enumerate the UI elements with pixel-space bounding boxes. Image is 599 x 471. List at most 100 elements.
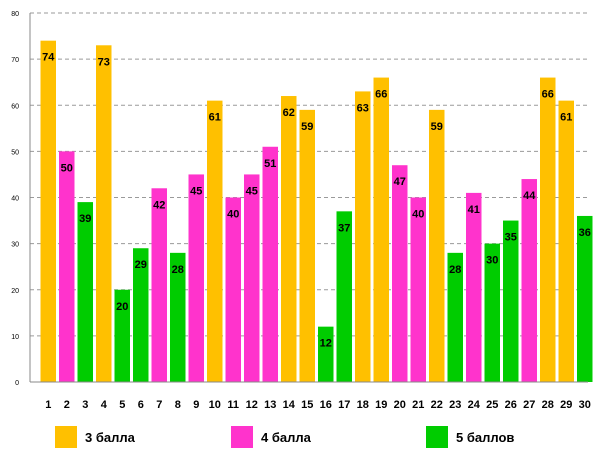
bar [558, 100, 574, 382]
bar [40, 40, 56, 383]
y-tick-label: 20 [11, 288, 19, 295]
bar [447, 252, 463, 382]
x-tick-label: 6 [138, 399, 144, 411]
legend-item-4-balla: 4 балла [231, 425, 311, 449]
bar [244, 174, 260, 382]
bar [188, 174, 204, 382]
data-label: 28 [449, 264, 461, 276]
y-tick-label: 30 [11, 242, 19, 249]
x-tick-label: 18 [357, 399, 369, 411]
data-label: 36 [579, 227, 591, 239]
legend-item-3-balla: 3 балла [55, 425, 135, 449]
data-label: 61 [209, 112, 221, 124]
x-axis-tick-labels: 1 2 3 4 5 6 7 8 9 10 11 12 13 14 15 16 17 18 19 20 21 22 23 24 2… [45, 399, 591, 411]
data-label: 20 [116, 301, 128, 313]
x-tick-label: 27 [523, 399, 535, 411]
x-tick-label: 9 [193, 399, 199, 411]
x-tick-label: 23 [449, 399, 461, 411]
bar [577, 215, 593, 382]
data-label: 42 [153, 199, 165, 211]
bar [207, 100, 223, 382]
data-label: 45 [190, 185, 202, 197]
bar [133, 248, 149, 382]
y-axis-tick-labels: 0 10 20 30 40 50 60 70 80 [11, 11, 19, 387]
data-label: 59 [431, 121, 443, 133]
x-tick-label: 19 [375, 399, 387, 411]
y-tick-label: 10 [11, 334, 19, 341]
bar [281, 96, 297, 383]
bar [355, 91, 371, 382]
x-tick-label: 2 [64, 399, 70, 411]
data-label: 44 [523, 190, 536, 202]
legend-label-4-balla: 4 балла [261, 429, 311, 445]
x-tick-label: 11 [227, 399, 239, 411]
bar [484, 243, 500, 382]
bar [466, 192, 482, 382]
y-tick-label: 60 [11, 103, 19, 110]
x-tick-label: 1 [45, 399, 51, 411]
data-label: 40 [227, 209, 239, 221]
legend-label-5-ballov: 5 баллов [456, 429, 515, 445]
bar [96, 45, 112, 382]
legend-item-5-ballov: 5 баллов [426, 425, 514, 449]
bar [503, 220, 519, 382]
x-tick-label: 5 [119, 399, 125, 411]
bar [170, 252, 186, 382]
bar [392, 165, 408, 382]
bar [59, 151, 75, 382]
data-label: 47 [394, 176, 406, 188]
x-tick-label: 14 [283, 399, 296, 411]
bar [77, 202, 93, 382]
x-tick-label: 4 [101, 399, 108, 411]
data-label: 41 [468, 204, 480, 216]
x-tick-label: 29 [560, 399, 572, 411]
x-tick-label: 8 [175, 399, 181, 411]
data-label: 61 [560, 112, 572, 124]
y-tick-label: 70 [11, 57, 19, 64]
x-tick-label: 13 [264, 399, 276, 411]
x-tick-label: 26 [505, 399, 517, 411]
bar [540, 77, 556, 382]
data-label: 66 [375, 89, 387, 101]
x-tick-label: 21 [412, 399, 424, 411]
data-label: 51 [264, 158, 276, 170]
bar [114, 289, 130, 382]
x-tick-label: 28 [542, 399, 554, 411]
x-tick-label: 30 [579, 399, 591, 411]
data-label: 12 [320, 338, 332, 350]
bar [151, 188, 167, 382]
y-tick-label: 0 [15, 380, 19, 387]
x-tick-label: 3 [82, 399, 88, 411]
bar [299, 109, 315, 383]
y-tick-label: 50 [11, 149, 19, 156]
bar [410, 197, 426, 382]
legend-swatch-5-ballov [426, 426, 448, 448]
x-tick-label: 16 [320, 399, 332, 411]
data-label: 35 [505, 232, 517, 244]
data-label: 59 [301, 121, 313, 133]
x-tick-label: 12 [246, 399, 258, 411]
data-label: 37 [338, 222, 350, 234]
bar [318, 326, 334, 382]
data-labels: 74 50 39 73 20 29 42 28 45 61 40 45 51 62 59 12 37 63 66 47… [42, 52, 591, 350]
bars [40, 40, 593, 383]
bar [336, 211, 352, 382]
x-tick-label: 7 [156, 399, 162, 411]
x-tick-label: 15 [301, 399, 313, 411]
data-label: 40 [412, 209, 424, 221]
legend-swatch-3-balla [55, 426, 77, 448]
data-label: 62 [283, 107, 295, 119]
bar [262, 146, 278, 382]
x-tick-label: 20 [394, 399, 406, 411]
legend-swatch-4-balla [231, 426, 253, 448]
y-tick-label: 40 [11, 196, 19, 203]
bar [429, 109, 445, 383]
x-tick-label: 17 [338, 399, 350, 411]
data-label: 28 [172, 264, 184, 276]
data-label: 66 [542, 89, 554, 101]
x-tick-label: 24 [468, 399, 481, 411]
bar [225, 197, 241, 382]
bar [521, 179, 537, 382]
data-label: 45 [246, 185, 258, 197]
